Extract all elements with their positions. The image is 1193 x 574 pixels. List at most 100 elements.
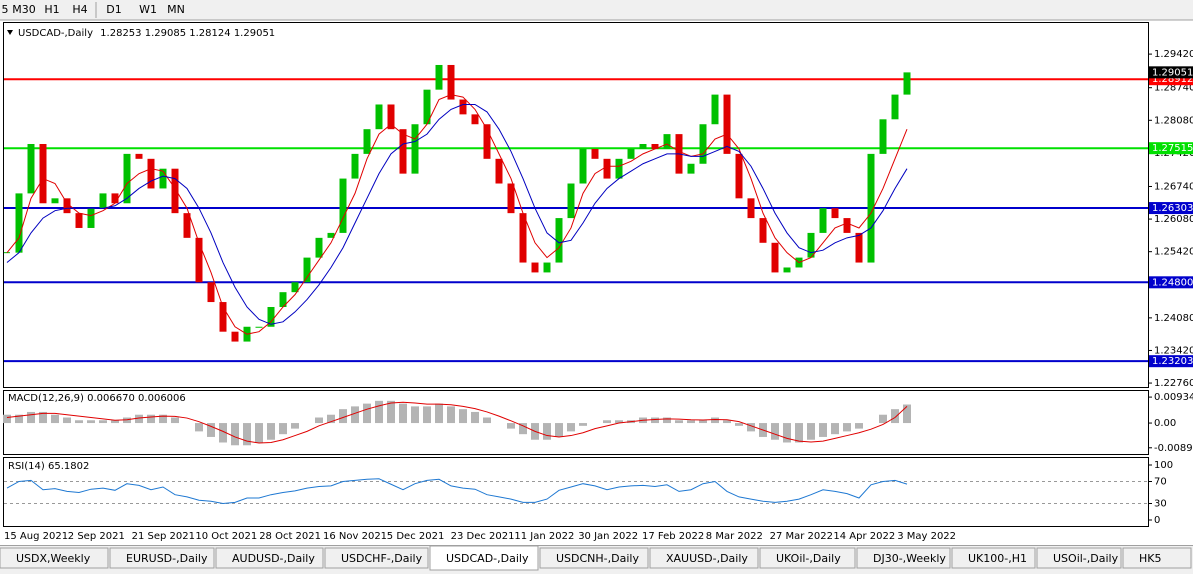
timeframe-button[interactable]: H4 xyxy=(72,3,87,16)
candle xyxy=(255,326,263,328)
tab-background[interactable] xyxy=(109,547,215,569)
macd-bar xyxy=(219,423,227,443)
timeframe-button[interactable]: MN xyxy=(167,3,185,16)
macd-bar xyxy=(279,423,287,435)
macd-bar xyxy=(615,420,623,424)
symbol-tab[interactable]: EURUSD-,Daily xyxy=(109,547,215,569)
candle xyxy=(327,232,335,238)
candle xyxy=(75,213,83,228)
candle xyxy=(279,292,287,307)
symbol-tab[interactable]: USDCHF-,Daily xyxy=(324,547,429,569)
level-label: 1.28912 xyxy=(1152,74,1193,85)
symbol-tab[interactable]: USDCNH-,Daily xyxy=(539,547,649,569)
candle xyxy=(303,257,311,283)
tab-background[interactable] xyxy=(759,547,856,569)
tab-label[interactable]: HK5 xyxy=(1139,552,1161,565)
tab-label[interactable]: USOil-,Daily xyxy=(1053,552,1119,565)
level-label: 1.26303 xyxy=(1152,203,1193,214)
macd-bar xyxy=(351,406,359,424)
candle xyxy=(483,124,491,159)
tab-background[interactable] xyxy=(856,547,951,569)
y-tick-label: 70 xyxy=(1154,476,1167,487)
macd-bar xyxy=(723,420,731,424)
tab-label[interactable]: DJ30-,Weekly xyxy=(873,552,946,565)
symbol-tab[interactable]: UK100-,H1 xyxy=(951,547,1036,569)
macd-bar xyxy=(399,403,407,424)
tab-label[interactable]: USDCAD-,Daily xyxy=(446,552,529,565)
symbol-tab[interactable]: UKOil-,Daily xyxy=(759,547,856,569)
close: 1.29051 xyxy=(234,28,275,39)
tab-background[interactable] xyxy=(1036,547,1122,569)
macd-bar xyxy=(771,423,779,440)
tab-background[interactable] xyxy=(951,547,1036,569)
tab-background[interactable] xyxy=(324,547,429,569)
macd-bar xyxy=(411,406,419,424)
symbol-tab[interactable]: USDCAD-,Daily xyxy=(429,545,539,571)
symbol-tab[interactable]: HK5 xyxy=(1122,547,1192,569)
timeframe-label[interactable]: H4 xyxy=(72,3,87,16)
x-tick-label: 3 May 2022 xyxy=(897,531,956,542)
timeframe-label[interactable]: MN xyxy=(167,3,185,16)
macd-bar xyxy=(291,423,299,429)
candle xyxy=(27,144,35,194)
symbol-tab[interactable]: XAUUSD-,Daily xyxy=(649,547,759,569)
candle xyxy=(843,218,851,233)
tab-background[interactable] xyxy=(1122,547,1192,569)
tab-label[interactable]: USDCNH-,Daily xyxy=(556,552,639,565)
level-tag xyxy=(1149,202,1193,215)
candle xyxy=(399,129,407,174)
rsi-header: RSI(14) 65.1802 xyxy=(8,461,89,472)
timeframe-label[interactable]: H1 xyxy=(44,3,59,16)
x-tick-label: 10 Oct 2021 xyxy=(195,531,257,542)
x-tick-label: 23 Dec 2021 xyxy=(451,531,515,542)
tab-label[interactable]: USDCHF-,Daily xyxy=(341,552,423,565)
candle xyxy=(579,148,587,184)
x-tick-label: 17 Feb 2022 xyxy=(642,531,704,542)
y-tick-label: 1.26080 xyxy=(1154,214,1193,225)
candle xyxy=(183,213,191,238)
tab-label[interactable]: USDX,Weekly xyxy=(16,552,91,565)
symbol-tab[interactable]: DJ30-,Weekly xyxy=(856,547,951,569)
timeframe-label[interactable]: M30 xyxy=(12,3,36,16)
macd-bar xyxy=(555,423,563,437)
candle xyxy=(663,134,671,149)
tab-label[interactable]: XAUUSD-,Daily xyxy=(666,552,748,565)
tab-label[interactable]: EURUSD-,Daily xyxy=(126,552,208,565)
symbol-tab[interactable]: USDX,Weekly xyxy=(0,547,109,569)
timeframe-button[interactable]: D1 xyxy=(106,3,121,16)
macd-bar xyxy=(471,411,479,424)
macd-bar xyxy=(327,414,335,424)
y-tick-label: 1.29420 xyxy=(1154,49,1193,60)
tab-background[interactable] xyxy=(539,547,649,569)
tab-background[interactable] xyxy=(215,547,324,569)
timeframe-button[interactable]: W1 xyxy=(139,3,157,16)
open: 1.28253 xyxy=(100,28,141,39)
symbol-tab[interactable]: USOil-,Daily xyxy=(1036,547,1122,569)
macd-bar xyxy=(135,414,143,424)
timeframe-button[interactable]: H1 xyxy=(44,3,59,16)
toolbar xyxy=(0,0,1193,20)
tab-background[interactable] xyxy=(0,547,109,569)
symbol-tab[interactable]: AUDUSD-,Daily xyxy=(215,547,324,569)
timeframe-button[interactable]: 5 xyxy=(2,3,9,16)
low: 1.28124 xyxy=(189,28,230,39)
x-tick-label: 14 Apr 2022 xyxy=(833,531,895,542)
timeframe-button[interactable]: M30 xyxy=(12,3,36,16)
x-tick-label: 28 Oct 2021 xyxy=(259,531,321,542)
tab-label[interactable]: AUDUSD-,Daily xyxy=(232,552,315,565)
candle xyxy=(435,64,443,90)
timeframe-label[interactable]: 5 xyxy=(2,3,9,16)
macd-bar xyxy=(795,423,803,443)
tab-label[interactable]: UKOil-,Daily xyxy=(776,552,841,565)
macd-bar xyxy=(255,423,263,443)
y-tick-label: -0.008902 xyxy=(1154,443,1193,454)
tab-background[interactable] xyxy=(429,545,539,571)
candle xyxy=(459,99,467,115)
y-tick-label: 1.24080 xyxy=(1154,313,1193,324)
macd-bar xyxy=(75,420,83,424)
macd-bar xyxy=(3,414,11,424)
tab-label[interactable]: UK100-,H1 xyxy=(968,552,1027,565)
tab-background[interactable] xyxy=(649,547,759,569)
timeframe-label[interactable]: W1 xyxy=(139,3,157,16)
timeframe-label[interactable]: D1 xyxy=(106,3,121,16)
